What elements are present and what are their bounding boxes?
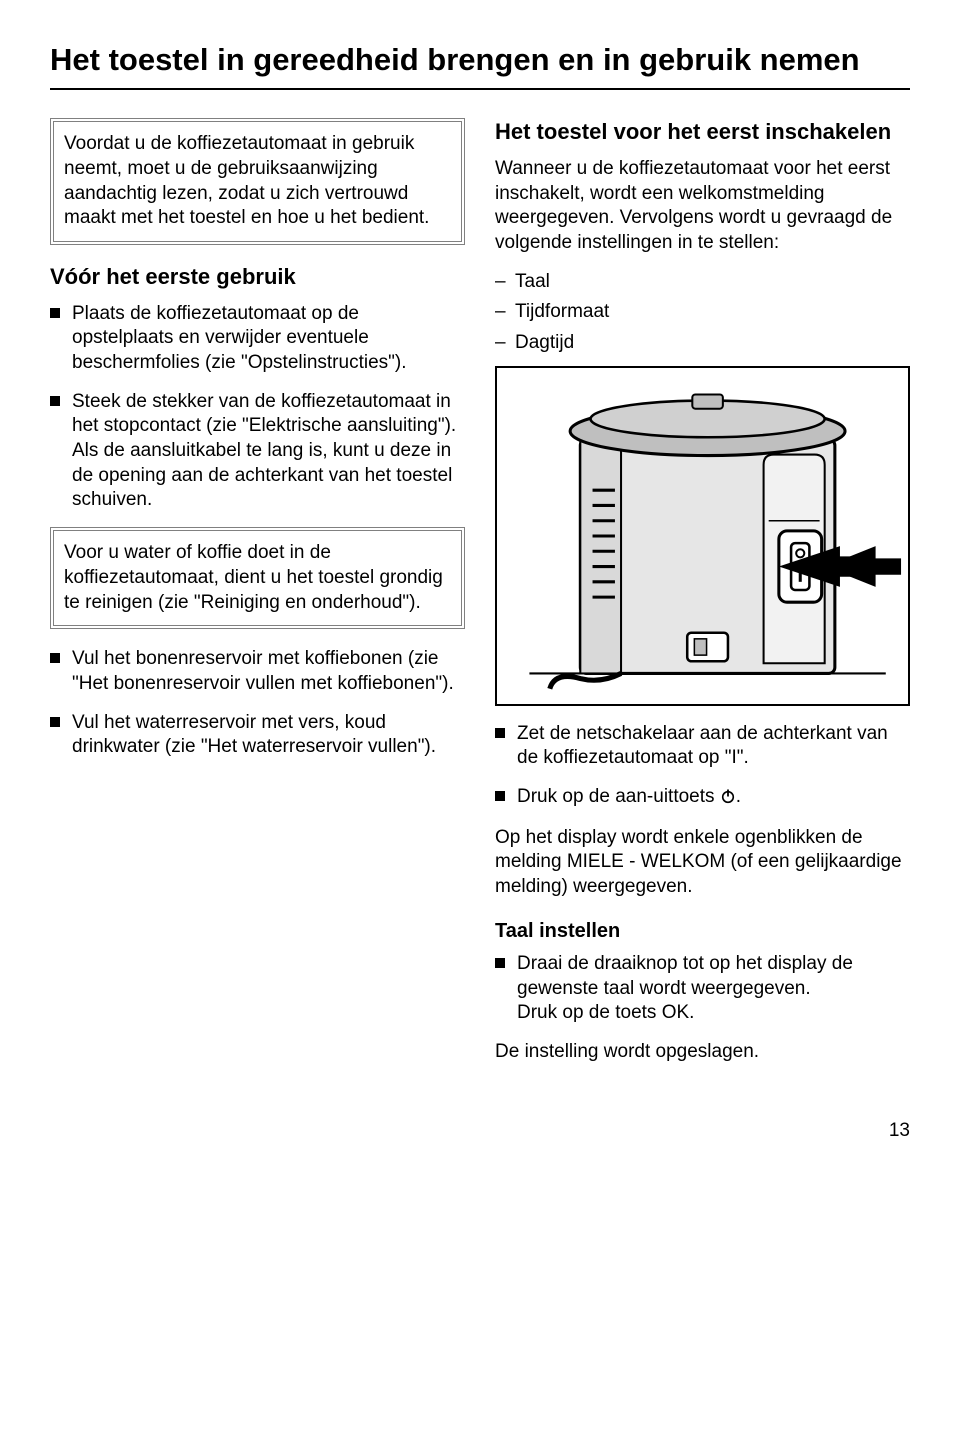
machine-rear-svg (497, 368, 908, 704)
before-use-list-1: Plaats de koffiezetautomaat op de opstel… (50, 302, 465, 514)
cleaning-note-text: Voor u water of koffie doet in de koffie… (64, 542, 443, 612)
display-message-text: Op het display wordt enkele ogenblikken … (495, 826, 910, 900)
intro-box: Voordat u de koffiezetautomaat in gebrui… (50, 118, 465, 245)
before-use-list-2: Vul het bonenreservoir met koffiebonen (… (50, 647, 465, 760)
list-item: Vul het waterreservoir met vers, koud dr… (50, 711, 465, 760)
list-item: Druk op de aan-uittoets . (495, 785, 910, 812)
cleaning-note-box: Voor u water of koffie doet in de koffie… (50, 527, 465, 629)
content-columns: Voordat u de koffiezetautomaat in gebrui… (50, 118, 910, 1078)
press-power-pre: Druk op de aan-uittoets (517, 786, 720, 807)
list-item: Draai de draaiknop tot op het display de… (495, 952, 910, 1026)
machine-rear-figure (495, 366, 910, 706)
list-item: Tijdformaat (495, 300, 910, 325)
heading-first-switch-on: Het toestel voor het eerst inschakelen (495, 118, 910, 147)
heading-before-first-use: Vóór het eerste gebruik (50, 263, 465, 292)
press-power-post: . (736, 786, 741, 807)
setting-saved-text: De instelling wordt opgeslagen. (495, 1040, 910, 1065)
list-item: Zet de netschakelaar aan de achterkant v… (495, 722, 910, 771)
settings-list: Taal Tijdformaat Dagtijd (495, 270, 910, 356)
power-icon (720, 787, 736, 812)
language-steps: Draai de draaiknop tot op het display de… (495, 952, 910, 1026)
first-switch-on-text: Wanneer u de koffiezetautomaat voor het … (495, 157, 910, 256)
page-number: 13 (50, 1119, 910, 1144)
left-column: Voordat u de koffiezetautomaat in gebrui… (50, 118, 465, 1078)
heading-set-language: Taal instellen (495, 918, 910, 944)
page-title: Het toestel in gereedheid brengen en in … (50, 40, 910, 80)
right-column: Het toestel voor het eerst inschakelen W… (495, 118, 910, 1078)
list-item: Plaats de koffiezetautomaat op de opstel… (50, 302, 465, 376)
switch-on-steps: Zet de netschakelaar aan de achterkant v… (495, 722, 910, 812)
intro-text: Voordat u de koffiezetautomaat in gebrui… (64, 133, 429, 228)
list-item: Steek de stekker van de koffiezetautomaa… (50, 390, 465, 513)
list-item: Dagtijd (495, 331, 910, 356)
list-item: Vul het bonenreservoir met koffiebonen (… (50, 647, 465, 696)
list-item: Taal (495, 270, 910, 295)
title-rule (50, 88, 910, 90)
